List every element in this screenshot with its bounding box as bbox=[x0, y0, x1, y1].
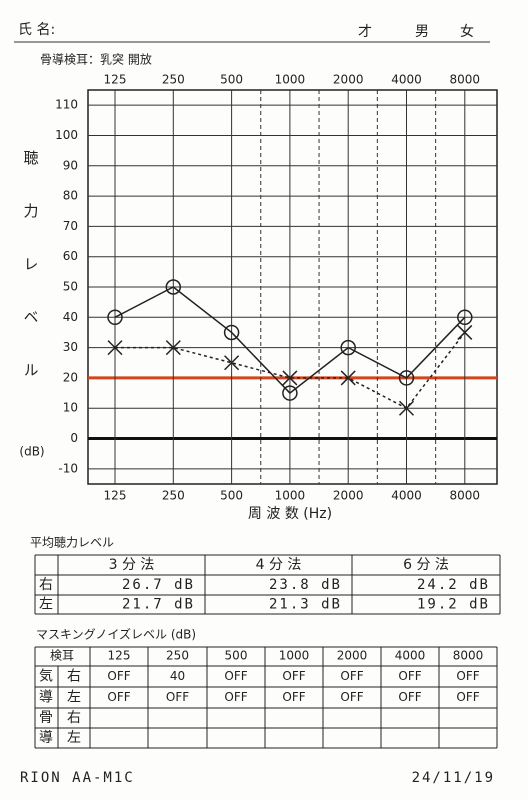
masking-value: OFF bbox=[282, 690, 305, 704]
marker-x bbox=[107, 340, 123, 356]
x-tick-label-top: 2000 bbox=[333, 73, 364, 87]
masking-value: OFF bbox=[107, 690, 130, 704]
x-tick-label: 1000 bbox=[275, 489, 306, 503]
x-tick-label-top: 1000 bbox=[275, 73, 306, 87]
y-tick-label: 110 bbox=[55, 98, 78, 112]
marker-circle bbox=[457, 309, 473, 326]
masking-value: OFF bbox=[398, 669, 421, 683]
y-tick-label: 90 bbox=[63, 158, 78, 172]
y-tick-label: 40 bbox=[63, 310, 78, 324]
model: RION AA-M1C bbox=[20, 770, 135, 786]
masking-value: OFF bbox=[456, 690, 479, 704]
x-tick-label-top: 8000 bbox=[450, 73, 481, 87]
masking-value: OFF bbox=[456, 669, 479, 683]
y-tick-label: 60 bbox=[63, 249, 78, 263]
marker-circle bbox=[165, 279, 182, 295]
x-tick-label-top: 500 bbox=[220, 73, 243, 87]
x-axis-label: 周 波 数 (Hz) bbox=[248, 506, 332, 522]
x-tick-label: 2000 bbox=[333, 489, 364, 503]
marker-circle bbox=[282, 385, 298, 401]
marker-x bbox=[398, 400, 415, 416]
masking-header: 125 bbox=[108, 649, 131, 663]
masking-type: 導 bbox=[39, 730, 53, 746]
x-tick-label-top: 125 bbox=[104, 73, 127, 87]
avg-value: 24.2 dB bbox=[417, 577, 490, 593]
x-tick-label: 4000 bbox=[391, 489, 422, 503]
bone-note: 骨導検耳：乳突 開放 bbox=[40, 52, 152, 67]
avg-row-label: 左 bbox=[39, 597, 53, 613]
avg-column-header: 4 分 法 bbox=[256, 557, 302, 573]
avg-value: 23.8 dB bbox=[269, 577, 342, 593]
masking-value: OFF bbox=[340, 669, 363, 683]
x-tick-label-top: 4000 bbox=[391, 73, 422, 87]
masking-value: OFF bbox=[398, 690, 421, 704]
y-tick-label: 0 bbox=[70, 431, 78, 445]
masking-header: 8000 bbox=[453, 649, 484, 663]
y-tick-label: 20 bbox=[63, 370, 78, 384]
avg-value: 21.7 dB bbox=[122, 597, 195, 613]
x-tick-label: 125 bbox=[104, 489, 127, 503]
marker-circle bbox=[223, 324, 240, 341]
masking-value: OFF bbox=[224, 690, 247, 704]
x-tick-label: 250 bbox=[162, 489, 185, 503]
masking-header: 2000 bbox=[337, 649, 368, 663]
masking-type: 骨 bbox=[39, 710, 53, 726]
y-tick-label: -10 bbox=[58, 461, 78, 475]
name-label: 氏 名: bbox=[18, 22, 55, 38]
masking-value: 40 bbox=[170, 669, 185, 683]
marker-circle bbox=[107, 309, 123, 326]
masking-side: 左 bbox=[67, 730, 81, 746]
x-tick-label: 8000 bbox=[450, 489, 481, 503]
masking-header: 500 bbox=[225, 649, 248, 663]
avg-value: 26.7 dB bbox=[122, 577, 195, 593]
avg-title: 平均聴力レベル bbox=[30, 536, 114, 550]
marker-x bbox=[457, 324, 473, 340]
masking-header: 1000 bbox=[279, 649, 310, 663]
masking-header: 検耳 bbox=[50, 649, 74, 663]
masking-value: OFF bbox=[107, 669, 130, 683]
masking-value: OFF bbox=[166, 690, 189, 704]
y-axis-unit: (dB) bbox=[19, 445, 44, 459]
masking-value: OFF bbox=[282, 669, 305, 683]
male-label: 男 bbox=[415, 24, 429, 40]
y-tick-label: 30 bbox=[63, 340, 78, 354]
age-label: 才 bbox=[358, 24, 372, 40]
avg-column-header: 6 分 法 bbox=[403, 557, 449, 573]
marker-x bbox=[340, 370, 356, 386]
y-axis-label: 聴力レベル bbox=[22, 150, 40, 415]
x-tick-label: 500 bbox=[220, 489, 243, 503]
x-tick-label-top: 250 bbox=[162, 73, 185, 87]
masking-side: 右 bbox=[67, 669, 81, 685]
marker-circle bbox=[340, 339, 356, 356]
y-tick-label: 80 bbox=[63, 189, 78, 203]
y-tick-label: 70 bbox=[63, 219, 78, 233]
masking-title: マスキングノイズレベル (dB) bbox=[36, 627, 196, 642]
avg-value: 19.2 dB bbox=[417, 597, 490, 613]
masking-side: 右 bbox=[67, 710, 81, 726]
y-tick-label: 10 bbox=[63, 401, 78, 415]
masking-header: 250 bbox=[166, 649, 189, 663]
masking-side: 左 bbox=[67, 690, 81, 706]
marker-x bbox=[224, 355, 240, 371]
masking-value: OFF bbox=[224, 669, 247, 683]
masking-value: OFF bbox=[340, 690, 363, 704]
date: 24/11/19 bbox=[412, 770, 495, 786]
series-line bbox=[114, 286, 466, 395]
y-tick-label: 50 bbox=[63, 280, 78, 294]
y-tick-label: 100 bbox=[55, 128, 78, 142]
marker-circle bbox=[398, 370, 415, 386]
avg-column-header: 3 分 法 bbox=[109, 557, 155, 573]
marker-x bbox=[165, 340, 181, 356]
marker-x bbox=[282, 370, 298, 386]
avg-row-label: 右 bbox=[39, 577, 53, 593]
female-label: 女 bbox=[460, 23, 474, 40]
masking-header: 4000 bbox=[395, 649, 426, 663]
masking-type: 気 bbox=[39, 669, 53, 685]
masking-type: 導 bbox=[39, 690, 53, 706]
avg-value: 21.3 dB bbox=[269, 597, 342, 613]
